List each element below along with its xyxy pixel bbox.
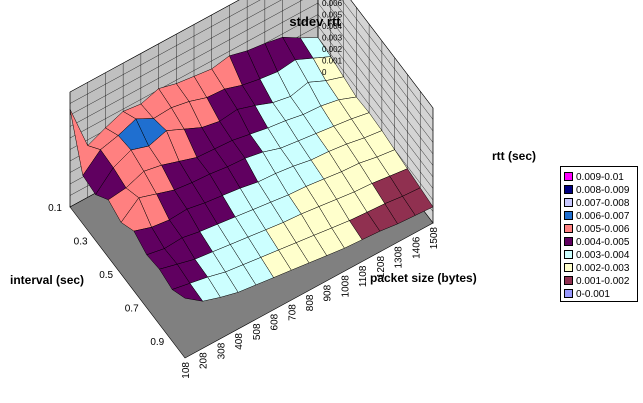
legend-item: 0.005-0.006: [564, 223, 630, 236]
legend-swatch: [564, 210, 573, 220]
x-tick-label: 408: [234, 333, 245, 350]
legend-swatch: [564, 262, 573, 272]
legend-item: 0.001-0.002: [564, 275, 630, 288]
legend-item: 0.007-0.008: [564, 197, 630, 210]
legend-label: 0.003-0.004: [576, 250, 630, 261]
legend-swatch: [564, 223, 573, 233]
x-tick-label: 808: [305, 294, 316, 311]
y-axis-label: interval (sec): [10, 273, 84, 287]
y-tick-label: 0.7: [125, 304, 139, 315]
surface-cell: [171, 283, 204, 302]
x-axis-label: packet size (bytes): [370, 271, 477, 285]
chart-title: stdev rtt: [289, 14, 341, 29]
y-tick-label: 0.5: [99, 270, 113, 281]
x-tick-label: 908: [323, 284, 334, 301]
y-tick-label: 0.1: [48, 203, 62, 214]
legend-item: 0.003-0.004: [564, 249, 630, 262]
x-tick-label: 508: [252, 323, 263, 340]
x-tick-label: 1208: [376, 255, 387, 278]
x-tick-label: 1508: [429, 227, 440, 250]
z-tick-label: 0.002: [322, 45, 343, 54]
legend-label: 0-0.001: [576, 289, 610, 300]
z-tick-label: 0.003: [322, 34, 343, 43]
legend: 0.009-0.01 0.008-0.009 0.007-0.008 0.006-0.…: [560, 166, 638, 302]
z-tick-label: 0.006: [322, 0, 343, 8]
z-axis-label: rtt (sec): [492, 149, 536, 163]
x-tick-label: 1008: [340, 275, 351, 298]
axis-ticks: 00.0010.0020.0030.0040.0050.0060.0070.00…: [48, 0, 440, 379]
z-tick-label: 0: [322, 68, 327, 77]
z-tick-label: 0.005: [322, 11, 343, 20]
legend-swatch: [564, 197, 573, 207]
legend-label: 0.007-0.008: [576, 198, 630, 209]
x-tick-label: 108: [181, 362, 192, 379]
surface-mesh: [69, 36, 434, 302]
legend-label: 0.001-0.002: [576, 276, 630, 287]
legend-item: 0.006-0.007: [564, 210, 630, 223]
x-tick-label: 708: [287, 304, 298, 321]
legend-item: 0.004-0.005: [564, 236, 630, 249]
legend-label: 0.009-0.01: [576, 172, 624, 183]
legend-label: 0.008-0.009: [576, 185, 630, 196]
z-tick-label: 0.004: [322, 22, 343, 31]
y-tick-label: 0.9: [150, 337, 164, 348]
legend-swatch: [564, 249, 573, 259]
x-tick-label: 208: [199, 352, 210, 369]
legend-swatch: [564, 184, 573, 194]
y-tick-label: 0.3: [74, 237, 88, 248]
legend-item: 0.009-0.01: [564, 171, 624, 184]
legend-label: 0.006-0.007: [576, 211, 630, 222]
x-tick-label: 1308: [394, 246, 405, 269]
legend-swatch: [564, 236, 573, 246]
x-tick-label: 608: [270, 313, 281, 330]
z-tick-label: 0.001: [322, 57, 343, 66]
legend-item: 0.002-0.003: [564, 262, 630, 275]
x-tick-label: 1406: [411, 236, 422, 259]
legend-label: 0.005-0.006: [576, 224, 630, 235]
legend-swatch: [564, 288, 573, 298]
legend-item: 0.008-0.009: [564, 184, 630, 197]
legend-label: 0.004-0.005: [576, 237, 630, 248]
legend-label: 0.002-0.003: [576, 263, 630, 274]
legend-swatch: [564, 171, 573, 181]
legend-swatch: [564, 275, 573, 285]
x-tick-label: 1108: [358, 265, 369, 287]
x-tick-label: 308: [216, 342, 227, 359]
legend-item: 0-0.001: [564, 288, 610, 301]
